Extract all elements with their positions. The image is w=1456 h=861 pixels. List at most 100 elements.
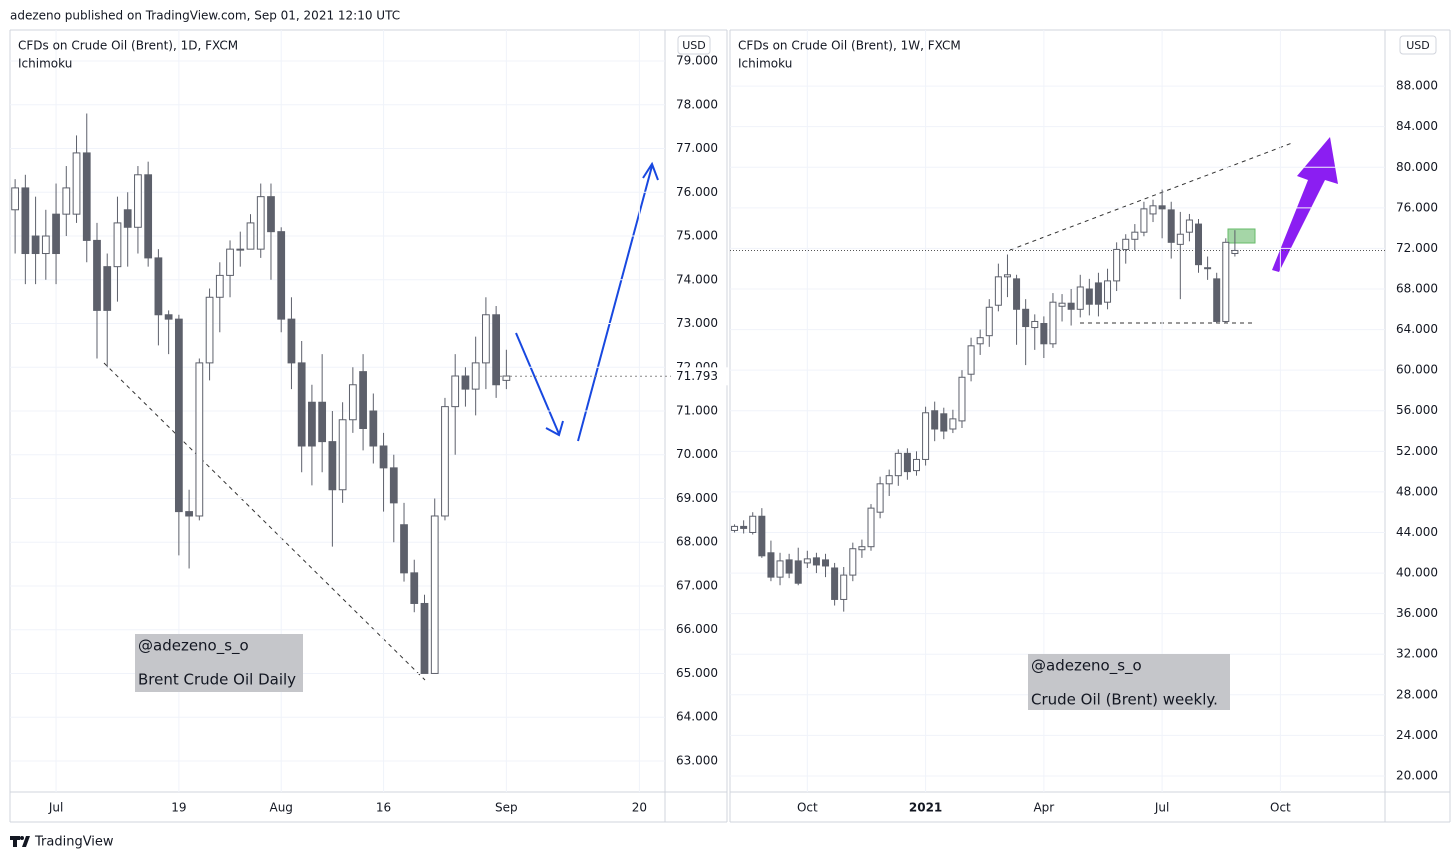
candle-body xyxy=(822,559,830,567)
candle-body xyxy=(994,276,1002,306)
candle-body xyxy=(461,375,470,390)
y-tick-label: 76.000 xyxy=(676,185,718,199)
candle-body xyxy=(41,235,50,255)
y-tick-label: 36.000 xyxy=(1396,606,1438,620)
annotation-text: @adezeno_s_o xyxy=(1031,657,1142,676)
x-tick-label: Aug xyxy=(269,801,292,815)
candle-body xyxy=(912,458,920,472)
candle-body xyxy=(1231,249,1239,254)
candle-body xyxy=(1158,205,1166,210)
candle-body xyxy=(62,187,71,215)
candle-body xyxy=(1104,280,1112,303)
y-tick-label: 79.000 xyxy=(676,54,718,68)
candle-body xyxy=(441,406,449,517)
candle-body xyxy=(985,306,993,337)
candle-body xyxy=(379,445,388,469)
candle-body xyxy=(767,552,775,578)
y-tick-label: 52.000 xyxy=(1396,444,1438,458)
candle-body xyxy=(840,574,848,600)
currency-label: USD xyxy=(1406,39,1430,52)
candle-body xyxy=(858,546,866,551)
candle-body xyxy=(256,196,265,250)
footer-brand: TradingView xyxy=(34,835,114,850)
candle-body xyxy=(1094,282,1102,305)
logo xyxy=(10,836,30,847)
y-tick-label: 74.000 xyxy=(676,272,718,286)
y-tick-label: 75.000 xyxy=(676,229,718,243)
candle-body xyxy=(205,296,214,364)
candle-body xyxy=(451,375,460,408)
candle-body xyxy=(1195,223,1203,266)
candle-body xyxy=(1040,322,1048,345)
currency-box xyxy=(677,35,711,55)
x-tick-label: Sep xyxy=(495,801,518,815)
candle-body xyxy=(1067,302,1075,310)
candle-body xyxy=(931,410,939,430)
y-tick-label: 40.000 xyxy=(1396,566,1438,580)
candle-body xyxy=(740,525,748,529)
candle-body xyxy=(958,376,966,422)
candle-body xyxy=(482,314,490,364)
y-tick-label: 78.000 xyxy=(676,97,718,111)
annotation-text: Brent Crude Oil Daily xyxy=(138,671,296,689)
y-tick-label: 28.000 xyxy=(1396,687,1438,701)
last-price-label: 71.793 xyxy=(676,369,718,383)
candle-body xyxy=(226,248,234,276)
y-tick-label: 84.000 xyxy=(1396,119,1438,133)
candle-body xyxy=(318,401,327,443)
candle-body xyxy=(1167,209,1175,243)
annotation-box xyxy=(135,634,303,692)
candle-body xyxy=(903,452,911,473)
y-tick-label: 80.000 xyxy=(1396,160,1438,174)
candle-body xyxy=(731,525,739,531)
x-tick-label: Jul xyxy=(1154,801,1169,815)
candle-body xyxy=(195,362,204,517)
chart-title: CFDs on Crude Oil (Brent), 1D, FXCM xyxy=(18,39,238,53)
y-tick-label: 66.000 xyxy=(676,622,718,636)
trend-line xyxy=(103,362,426,681)
candle-body xyxy=(1213,278,1221,322)
candle-body xyxy=(831,567,839,600)
y-tick-label: 70.000 xyxy=(676,447,718,461)
candle-body xyxy=(420,602,429,674)
candle-body xyxy=(1058,302,1066,307)
candle-body xyxy=(21,187,30,255)
y-tick-label: 88.000 xyxy=(1396,79,1438,93)
chart-title: CFDs on Crude Oil (Brent), 1W, FXCM xyxy=(738,39,961,53)
candle-body xyxy=(267,196,275,233)
candle-body xyxy=(492,314,501,386)
x-tick-label: 20 xyxy=(632,801,647,815)
candle-body xyxy=(967,345,975,375)
forecast-arrow xyxy=(1272,137,1338,272)
candle-body xyxy=(410,572,419,604)
x-tick-label: Jul xyxy=(48,801,63,815)
candle-body xyxy=(1113,248,1121,282)
candle-body xyxy=(471,362,480,390)
y-tick-label: 64.000 xyxy=(1396,322,1438,336)
candle-body xyxy=(1122,238,1130,250)
candle-body xyxy=(1140,208,1148,233)
highlight-box xyxy=(1227,228,1256,244)
candle-body xyxy=(758,515,766,557)
candle-body xyxy=(1013,278,1021,310)
candle-body xyxy=(277,231,286,320)
annotation-box xyxy=(1028,654,1230,710)
y-tick-label: 24.000 xyxy=(1396,728,1438,742)
candle-body xyxy=(348,384,357,421)
header: adezeno published on TradingView.com, Se… xyxy=(10,9,400,23)
candle-body xyxy=(164,314,173,320)
candle-body xyxy=(894,452,902,477)
x-tick-label: Oct xyxy=(797,801,818,815)
candle-body xyxy=(849,548,857,576)
annotation-text: @adezeno_s_o xyxy=(138,637,249,656)
candle-body xyxy=(236,248,245,251)
candle-body xyxy=(922,412,930,460)
y-tick-label: 69.000 xyxy=(676,491,718,505)
candle-body xyxy=(1003,274,1011,278)
trend-line xyxy=(1009,142,1293,251)
y-tick-label: 67.000 xyxy=(676,578,718,592)
y-tick-label: 60.000 xyxy=(1396,363,1438,377)
candle-body xyxy=(123,209,132,228)
